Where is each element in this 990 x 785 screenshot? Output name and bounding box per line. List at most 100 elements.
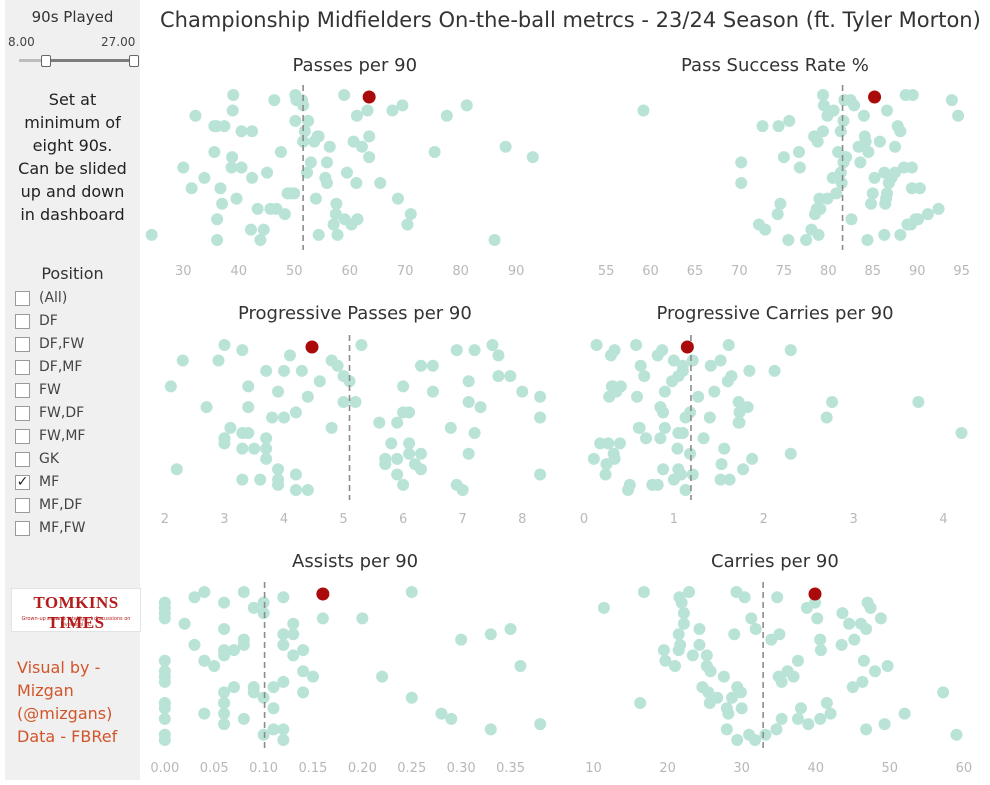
- data-point: [345, 218, 358, 231]
- data-point: [474, 401, 487, 414]
- data-point: [297, 135, 310, 148]
- data-point: [534, 390, 547, 403]
- position-checkbox[interactable]: [15, 452, 30, 467]
- data-point: [260, 442, 273, 455]
- x-tick-label: 85: [865, 264, 882, 279]
- data-point: [301, 484, 314, 496]
- data-point: [810, 202, 823, 215]
- data-point: [198, 654, 211, 667]
- data-point: [401, 218, 414, 231]
- position-filter-title: Position: [41, 264, 104, 283]
- x-tick-label: 4: [280, 512, 288, 527]
- slider-handle-min[interactable]: [41, 55, 51, 67]
- data-point: [287, 628, 300, 641]
- data-point: [218, 686, 231, 699]
- x-tick-label: 80: [452, 264, 469, 279]
- data-point: [363, 130, 376, 143]
- position-checkbox[interactable]: [15, 383, 30, 398]
- highlight-point: [680, 340, 694, 354]
- data-point: [824, 707, 837, 720]
- data-point: [247, 681, 260, 694]
- position-checkbox[interactable]: [15, 521, 30, 536]
- data-point: [814, 712, 827, 725]
- x-tick-label: 70: [731, 264, 748, 279]
- data-point: [158, 734, 171, 746]
- data-point: [793, 161, 806, 174]
- data-point: [599, 468, 612, 481]
- chart-title: Progressive Carries per 90: [656, 303, 894, 324]
- position-checkbox[interactable]: [15, 498, 30, 513]
- x-tick-label: 20: [659, 761, 676, 776]
- chart-title: Pass Success Rate %: [681, 55, 869, 76]
- data-point: [658, 421, 671, 434]
- x-tick-label: 4: [939, 512, 947, 527]
- data-point: [391, 416, 404, 429]
- data-point: [340, 166, 353, 179]
- data-point: [651, 349, 664, 362]
- data-point: [671, 442, 684, 455]
- chart-title: Assists per 90: [292, 551, 419, 572]
- position-checkbox[interactable]: [15, 406, 30, 421]
- x-tick-label: 3: [850, 512, 858, 527]
- data-point: [732, 395, 745, 408]
- filter-sidebar: 90s Played 8.00 27.00 Set at minimum of …: [5, 0, 141, 780]
- data-point: [667, 354, 680, 367]
- data-point: [600, 458, 613, 471]
- credit-line: Data - FBRef: [17, 727, 118, 746]
- x-tick-label: 30: [733, 761, 750, 776]
- data-point: [861, 234, 874, 246]
- data-point: [821, 109, 834, 122]
- data-point: [881, 660, 894, 672]
- data-point: [768, 364, 781, 377]
- data-point: [700, 649, 713, 662]
- position-option-label: DF: [39, 313, 58, 329]
- data-point: [731, 734, 744, 746]
- position-checkbox[interactable]: [15, 337, 30, 352]
- data-point: [743, 364, 756, 377]
- position-checkbox[interactable]: [15, 314, 30, 329]
- data-point: [260, 364, 273, 377]
- data-point: [462, 447, 475, 460]
- data-point: [738, 591, 751, 604]
- data-point: [749, 623, 762, 635]
- position-checkbox[interactable]: [15, 291, 30, 306]
- data-point: [343, 375, 356, 388]
- data-point: [266, 411, 279, 424]
- position-checkbox[interactable]: [15, 360, 30, 375]
- data-point: [820, 411, 833, 424]
- position-checkbox[interactable]: [15, 429, 30, 444]
- data-point: [814, 644, 827, 657]
- data-point: [679, 411, 692, 424]
- data-point: [711, 691, 724, 704]
- data-point: [774, 197, 787, 210]
- data-point: [468, 427, 481, 440]
- data-point: [289, 468, 302, 481]
- data-point: [634, 359, 647, 372]
- data-point: [218, 339, 231, 351]
- position-checkbox[interactable]: ✓: [15, 474, 30, 490]
- slider-handle-max[interactable]: [129, 55, 139, 67]
- logo-name: TOMKINS TIMES: [33, 593, 119, 632]
- data-point: [868, 171, 881, 184]
- data-point: [428, 145, 441, 158]
- data-point: [211, 234, 224, 246]
- data-point: [246, 171, 259, 184]
- data-point: [811, 612, 824, 625]
- data-point: [426, 385, 439, 398]
- credit-line: (@mizgans): [17, 704, 113, 723]
- data-point: [208, 660, 221, 672]
- data-point: [188, 591, 201, 604]
- data-point: [277, 638, 290, 651]
- data-point: [283, 349, 296, 362]
- data-point: [899, 89, 912, 101]
- data-point: [309, 192, 322, 205]
- data-point: [218, 707, 231, 720]
- data-point: [237, 586, 250, 598]
- data-point: [236, 442, 249, 455]
- data-point: [800, 601, 813, 614]
- data-point: [590, 339, 603, 351]
- data-point: [791, 654, 804, 667]
- x-tick-label: 50: [882, 761, 899, 776]
- data-point: [715, 458, 728, 471]
- slider-range[interactable]: [45, 59, 133, 62]
